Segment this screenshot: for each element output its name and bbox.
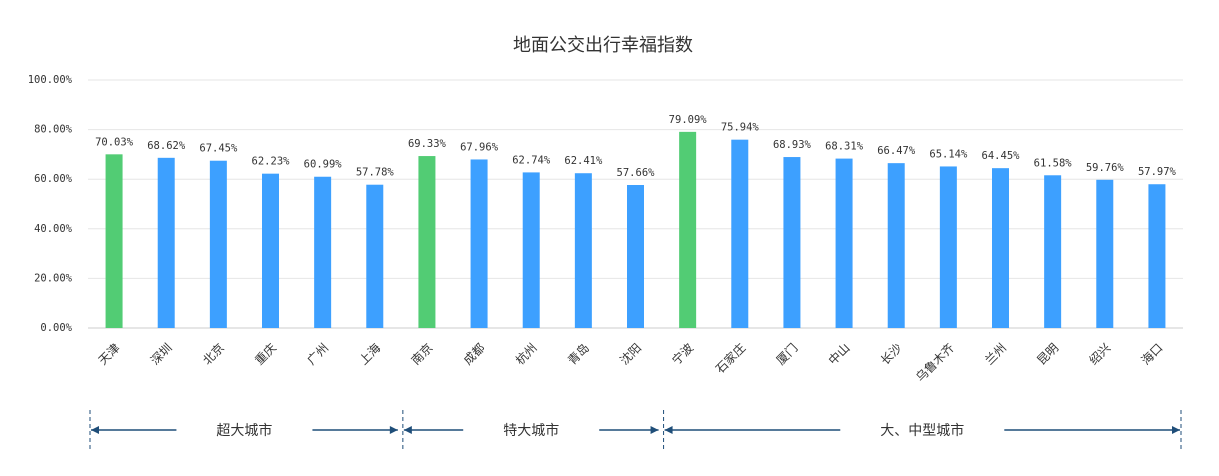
x-tick-label: 兰州 [982, 341, 1009, 368]
bar [1148, 184, 1166, 328]
group-label: 大、中型城市 [880, 422, 964, 439]
bar [679, 131, 697, 328]
data-label: 59.76% [1086, 162, 1125, 174]
x-tick-label: 上海 [356, 340, 384, 368]
bar [574, 173, 592, 328]
data-label: 65.14% [929, 148, 968, 160]
data-label: 64.45% [982, 150, 1021, 162]
x-tick-label: 乌鲁木齐 [912, 340, 957, 385]
bar [731, 139, 749, 328]
data-label: 60.99% [304, 159, 343, 171]
x-tick-label: 北京 [200, 341, 227, 368]
data-label: 67.96% [460, 141, 499, 153]
x-tick-label: 广州 [304, 341, 331, 368]
x-tick-label: 重庆 [252, 341, 279, 368]
bar [105, 154, 123, 328]
x-tick-label: 厦门 [773, 340, 801, 368]
x-tick-label: 长沙 [878, 341, 905, 368]
x-tick-label: 青岛 [564, 340, 592, 368]
arrow-head [650, 426, 659, 434]
bar [262, 173, 279, 328]
bar [470, 159, 488, 328]
y-tick-label: 0.00% [40, 322, 72, 334]
x-tick-label: 宁波 [669, 340, 697, 368]
arrow-head [664, 426, 673, 434]
data-label: 68.62% [147, 140, 186, 152]
bar [1096, 179, 1114, 328]
x-tick-label: 天津 [96, 341, 123, 368]
data-label: 75.94% [721, 122, 760, 134]
data-label: 69.33% [408, 138, 447, 150]
bar [887, 163, 905, 328]
x-tick-label: 昆明 [1034, 341, 1061, 368]
x-tick-label: 绍兴 [1087, 341, 1114, 368]
bar [627, 185, 644, 328]
arrow-head [403, 426, 412, 434]
y-tick-label: 40.00% [34, 223, 73, 235]
x-tick-label: 海口 [1138, 340, 1166, 368]
data-label: 68.93% [773, 139, 812, 151]
data-label: 61.58% [1034, 157, 1073, 169]
y-tick-label: 20.00% [34, 272, 73, 284]
arrow-head [389, 426, 398, 434]
bar [992, 168, 1009, 328]
data-label: 57.66% [617, 167, 656, 179]
data-label: 57.78% [356, 167, 395, 179]
x-tick-label: 杭州 [512, 340, 540, 368]
bar [783, 157, 801, 328]
chart-title: 地面公交出行幸福指数 [513, 35, 693, 56]
data-label: 70.03% [95, 136, 134, 148]
y-tick-label: 60.00% [34, 173, 73, 185]
bar [209, 160, 227, 328]
y-tick-label: 100.00% [28, 74, 73, 86]
x-tick-label: 成都 [461, 341, 488, 368]
data-label: 79.09% [669, 114, 708, 126]
bar [939, 166, 957, 328]
data-label: 67.45% [199, 143, 238, 155]
arrow-head [1172, 426, 1180, 434]
group-label: 特大城市 [503, 422, 559, 439]
data-label: 68.31% [825, 141, 864, 153]
x-tick-label: 石家庄 [712, 340, 748, 376]
x-tick-label: 中山 [825, 340, 853, 368]
data-label: 66.47% [877, 145, 916, 157]
data-label: 62.23% [252, 156, 291, 168]
bar [366, 184, 384, 328]
data-label: 62.74% [512, 154, 551, 166]
data-label: 57.97% [1138, 166, 1177, 178]
bar [314, 176, 332, 328]
y-tick-label: 80.00% [34, 124, 73, 136]
bar [418, 156, 436, 328]
arrow-head [91, 426, 99, 434]
data-label: 62.41% [564, 155, 603, 167]
bar [835, 158, 853, 328]
group-label: 超大城市 [216, 422, 272, 439]
bar [1044, 175, 1062, 328]
x-tick-label: 南京 [408, 340, 436, 368]
x-tick-label: 沈阳 [617, 340, 645, 368]
x-tick-label: 深圳 [148, 341, 175, 368]
bar [157, 157, 175, 328]
bar [522, 172, 540, 328]
